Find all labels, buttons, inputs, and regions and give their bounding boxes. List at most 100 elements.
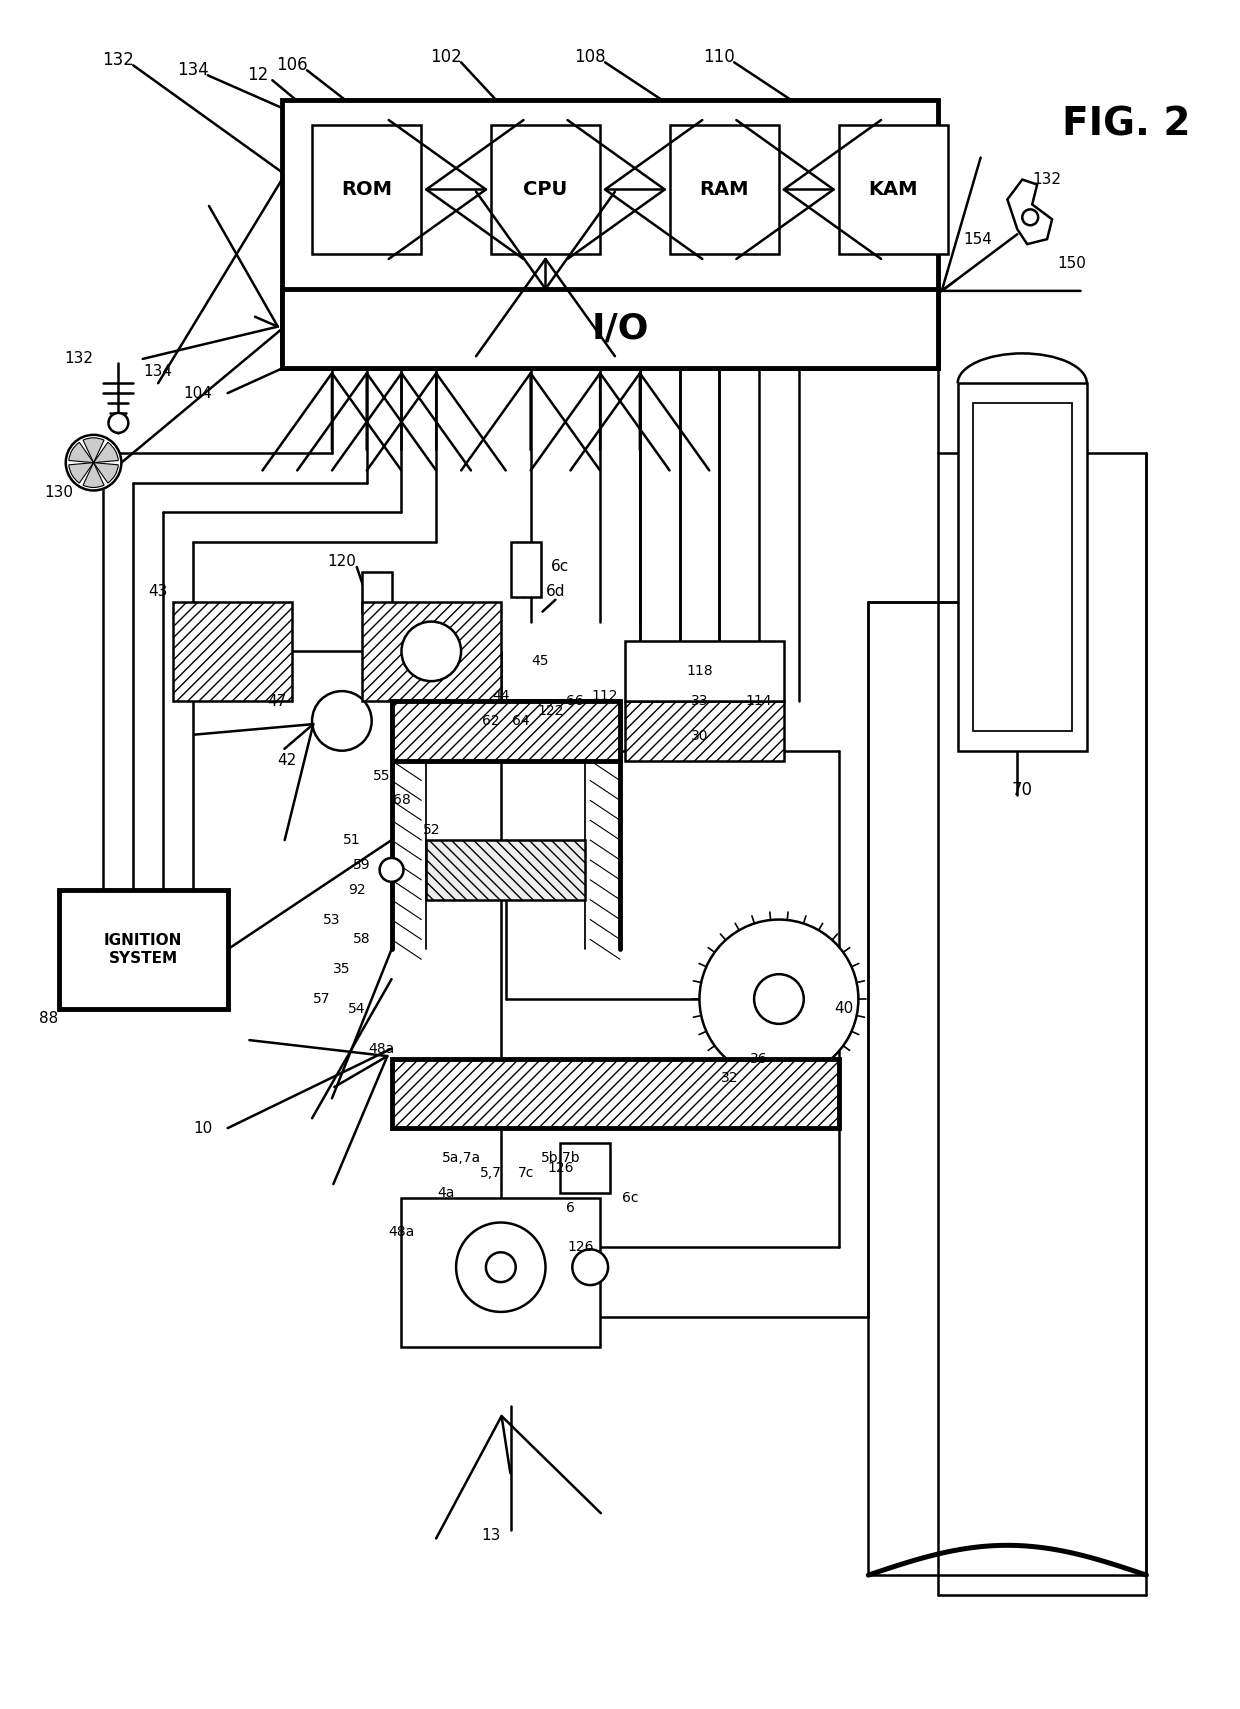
Text: 64: 64	[512, 714, 529, 728]
Text: 68: 68	[393, 793, 410, 807]
Bar	[560, 1143, 610, 1193]
Circle shape	[699, 919, 858, 1078]
Text: RAM: RAM	[699, 179, 749, 198]
Text: 88: 88	[40, 1012, 58, 1027]
Bar	[283, 101, 937, 369]
Text: 132: 132	[1033, 173, 1061, 186]
Text: 55: 55	[373, 769, 391, 783]
Wedge shape	[93, 443, 118, 463]
Text: 120: 120	[327, 554, 356, 569]
Text: 54: 54	[348, 1001, 366, 1015]
Text: 108: 108	[574, 48, 606, 67]
Circle shape	[754, 974, 804, 1024]
Text: 43: 43	[149, 584, 167, 600]
Text: ROM: ROM	[341, 179, 392, 198]
Text: 106: 106	[277, 56, 308, 73]
Text: 104: 104	[184, 386, 212, 400]
Circle shape	[379, 858, 403, 882]
Text: 42: 42	[278, 754, 296, 767]
Circle shape	[486, 1253, 516, 1282]
Text: 114: 114	[745, 694, 773, 708]
Text: 40: 40	[833, 1001, 853, 1017]
Text: 6c: 6c	[552, 559, 569, 574]
Text: 12: 12	[247, 67, 268, 84]
Circle shape	[312, 690, 372, 750]
Text: 154: 154	[963, 232, 992, 246]
Text: 35: 35	[334, 962, 351, 976]
Wedge shape	[93, 463, 118, 484]
Text: 126: 126	[547, 1160, 574, 1174]
Text: 126: 126	[567, 1241, 594, 1254]
Bar	[972, 403, 1071, 731]
Text: 130: 130	[45, 485, 73, 501]
Text: 13: 13	[481, 1528, 501, 1543]
Bar	[838, 125, 947, 255]
Bar	[283, 289, 937, 369]
Text: I/O: I/O	[591, 311, 649, 345]
Circle shape	[456, 1222, 546, 1313]
Text: 52: 52	[423, 824, 440, 837]
Text: 7c: 7c	[517, 1166, 534, 1179]
Bar	[58, 890, 228, 1008]
Text: 59: 59	[353, 858, 371, 872]
Bar	[174, 602, 293, 701]
Text: 5,7: 5,7	[480, 1166, 502, 1179]
Text: 132: 132	[103, 51, 134, 70]
Bar	[392, 1058, 838, 1128]
Bar	[362, 573, 392, 612]
Text: 134: 134	[177, 62, 208, 79]
Text: 33: 33	[691, 694, 708, 708]
Text: 6d: 6d	[546, 584, 565, 600]
Bar	[392, 701, 620, 761]
Text: FIG. 2: FIG. 2	[1063, 106, 1190, 144]
Circle shape	[402, 622, 461, 682]
Text: 51: 51	[343, 832, 361, 848]
Text: 122: 122	[537, 704, 564, 718]
Text: 132: 132	[64, 350, 93, 366]
Text: CPU: CPU	[523, 179, 568, 198]
Bar	[402, 1198, 600, 1347]
Text: 102: 102	[430, 48, 463, 67]
Text: 36: 36	[750, 1051, 768, 1066]
Text: IGNITION
SYSTEM: IGNITION SYSTEM	[104, 933, 182, 966]
Text: KAM: KAM	[868, 179, 918, 198]
Text: 70: 70	[1012, 781, 1033, 800]
Text: 112: 112	[591, 689, 619, 702]
Text: 118: 118	[686, 665, 713, 678]
Text: 5b,7b: 5b,7b	[541, 1150, 580, 1166]
Bar	[670, 125, 779, 255]
Polygon shape	[1007, 179, 1052, 244]
Bar	[625, 641, 784, 701]
Text: 45: 45	[532, 655, 549, 668]
Wedge shape	[69, 443, 93, 463]
Text: 6: 6	[565, 1201, 575, 1215]
Text: 92: 92	[348, 884, 366, 897]
Text: 58: 58	[353, 933, 371, 947]
Bar	[362, 602, 501, 701]
Circle shape	[66, 434, 122, 490]
Circle shape	[573, 1249, 608, 1285]
Bar	[491, 125, 600, 255]
Bar	[427, 841, 585, 899]
Text: 10: 10	[193, 1121, 212, 1136]
Text: 5a,7a: 5a,7a	[441, 1150, 481, 1166]
Text: 57: 57	[314, 991, 331, 1007]
Text: 44: 44	[492, 689, 510, 702]
Text: 30: 30	[691, 728, 708, 743]
Wedge shape	[83, 438, 104, 463]
Wedge shape	[83, 463, 104, 487]
Text: 150: 150	[1058, 256, 1086, 272]
Bar	[312, 125, 422, 255]
Text: 110: 110	[703, 48, 735, 67]
Bar	[957, 383, 1086, 750]
Circle shape	[108, 414, 128, 432]
Text: 6c: 6c	[621, 1191, 639, 1205]
Text: 47: 47	[268, 694, 286, 709]
Wedge shape	[69, 463, 93, 484]
Text: 4a: 4a	[438, 1186, 455, 1200]
Text: 134: 134	[144, 364, 172, 379]
Bar	[511, 542, 541, 596]
Text: 48a: 48a	[388, 1225, 414, 1239]
Text: 48a: 48a	[368, 1042, 394, 1056]
Text: 62: 62	[482, 714, 500, 728]
